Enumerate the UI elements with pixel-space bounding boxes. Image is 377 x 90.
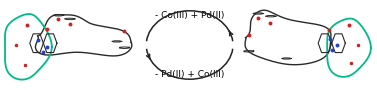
- Text: - Co(III) + Pd(II): - Co(III) + Pd(II): [155, 11, 224, 20]
- Text: - Pd(II) + Co(III): - Pd(II) + Co(III): [155, 70, 224, 79]
